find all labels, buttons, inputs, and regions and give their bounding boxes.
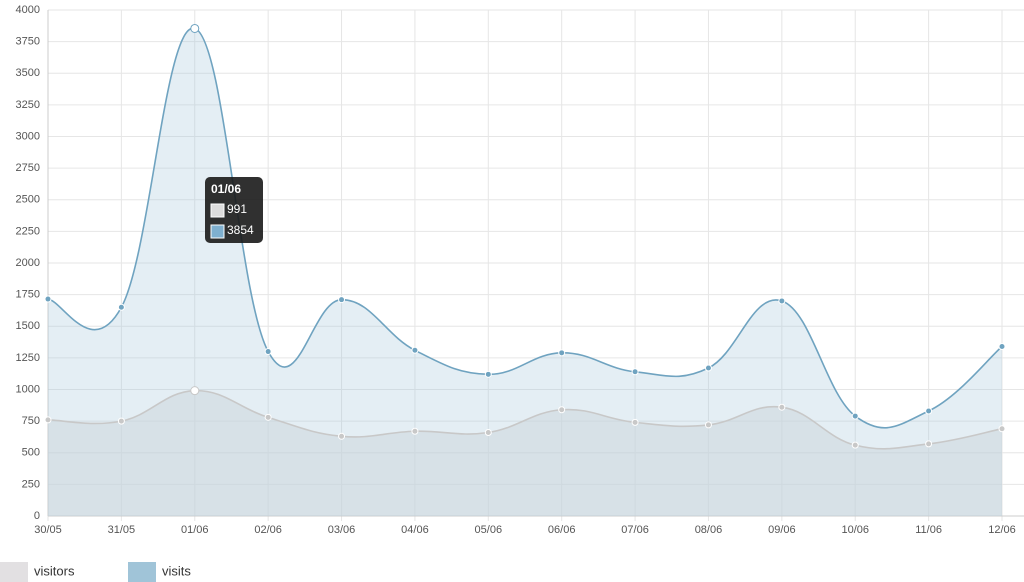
data-point [338,296,346,304]
x-tick-label: 03/06 [328,524,356,536]
x-tick-label: 02/06 [254,524,282,536]
x-tick-label: 11/06 [915,524,942,536]
x-tick-label: 30/05 [34,524,62,536]
y-tick-label: 500 [22,447,40,459]
x-tick-label: 09/06 [768,524,796,536]
data-point [998,342,1006,350]
data-point [998,425,1006,433]
data-point [484,429,492,437]
y-tick-label: 2000 [16,257,40,269]
legend-label: visits [162,563,191,578]
tooltip-swatch [210,224,225,239]
data-point [264,348,272,356]
data-point [925,440,933,448]
series-area [48,28,1002,516]
x-tick-label: 05/06 [475,524,503,536]
y-tick-label: 1750 [16,289,40,301]
x-tick-label: 06/06 [548,524,576,536]
data-point [264,413,272,421]
data-point [778,403,786,411]
series-line [47,27,1003,429]
data-point [925,407,933,415]
x-tick-label: 31/05 [108,524,136,536]
data-point [411,346,419,354]
x-tick-label: 04/06 [401,524,429,536]
x-tick-label: 10/06 [841,524,869,536]
data-point [484,370,492,378]
y-tick-label: 2750 [16,162,40,174]
data-point [44,295,52,303]
x-tick-label: 12/06 [988,524,1016,536]
legend-label: visitors [34,563,75,578]
data-point [778,297,786,305]
legend-swatch [0,562,28,582]
data-point [117,303,125,311]
y-tick-label: 2500 [16,194,40,206]
tooltip: 01/06 991 3854 [205,177,263,243]
y-tick-label: 750 [22,415,40,427]
y-tick-label: 1250 [16,352,40,364]
data-point [44,416,52,424]
data-point [117,417,125,425]
legend-swatch [128,562,156,582]
y-tick-label: 0 [34,510,40,522]
y-tick-label: 3000 [16,130,40,142]
tooltip-swatch [210,203,225,218]
data-point [558,349,566,357]
y-tick-label: 250 [22,478,40,490]
data-point [411,427,419,435]
y-tick-label: 2250 [16,225,40,237]
x-tick-label: 01/06 [181,524,209,536]
data-point [631,418,639,426]
data-point [704,364,712,372]
data-point [338,432,346,440]
series-line [47,389,1003,450]
y-tick-label: 1000 [16,383,40,395]
series-area [48,390,1002,516]
data-point [558,406,566,414]
tooltip-value: 3854 [227,223,254,237]
y-tick-label: 1500 [16,320,40,332]
x-tick-label: 08/06 [695,524,723,536]
tooltip-value: 991 [227,202,247,216]
y-tick-label: 4000 [16,4,40,16]
data-point [190,386,200,396]
tooltip-title: 01/06 [211,182,241,196]
data-point [631,368,639,376]
y-tick-label: 3750 [16,36,40,48]
data-point [851,441,859,449]
data-point [190,23,200,33]
y-tick-label: 3500 [16,67,40,79]
data-point [704,421,712,429]
y-tick-label: 3250 [16,99,40,111]
x-tick-label: 07/06 [621,524,649,536]
data-point [851,412,859,420]
